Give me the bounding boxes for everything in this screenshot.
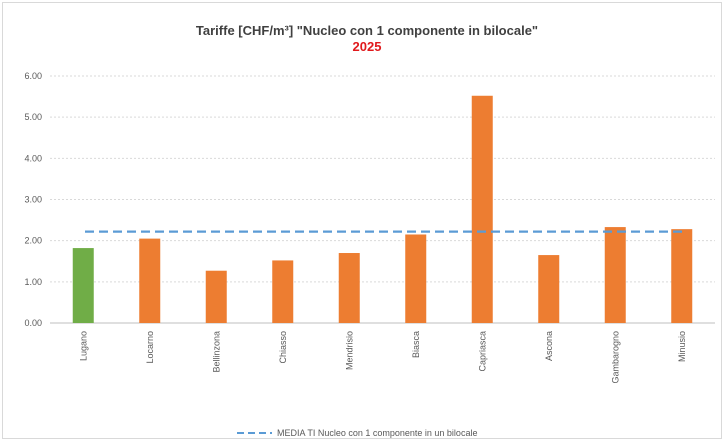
- bar-mendrisio: [338, 253, 360, 323]
- x-tick-label: Capriasca: [477, 331, 487, 372]
- y-tick-label: 5.00: [24, 112, 42, 122]
- bars: [72, 95, 693, 323]
- bar-bellinzona: [205, 270, 227, 323]
- bar-gambarogno: [604, 227, 626, 323]
- chart-subtitle: 2025: [353, 39, 382, 54]
- grid-lines: [50, 75, 715, 324]
- y-tick-label: 3.00: [24, 195, 42, 205]
- bar-minusio: [671, 229, 693, 323]
- x-tick-label: Mendrisio: [344, 331, 354, 370]
- x-tick-label: Biasca: [411, 331, 421, 358]
- x-tick-label: Minusio: [677, 331, 687, 362]
- x-tick-label: Gambarogno: [610, 331, 620, 384]
- bar-ascona: [538, 255, 560, 323]
- x-tick-label: Locarno: [145, 331, 155, 364]
- bar-capriasca: [471, 95, 493, 323]
- y-tick-label: 6.00: [24, 71, 42, 81]
- bar-biasca: [405, 234, 427, 323]
- y-tick-label: 2.00: [24, 236, 42, 246]
- bar-lugano: [72, 248, 94, 323]
- bar-chiasso: [272, 260, 294, 323]
- y-tick-label: 0.00: [24, 318, 42, 328]
- y-tick-label: 4.00: [24, 153, 42, 163]
- x-tick-label: Ascona: [544, 331, 554, 361]
- x-tick-label: Lugano: [78, 331, 88, 361]
- x-tick-label: Chiasso: [278, 331, 288, 364]
- y-axis-ticks: 0.00 1.00 2.00 3.00 4.00 5.00 6.00: [24, 71, 42, 328]
- bar-locarno: [139, 238, 161, 323]
- legend-label: MEDIA TI Nucleo con 1 componente in un b…: [277, 428, 477, 438]
- chart-title: Tariffe [CHF/m³] "Nucleo con 1 component…: [196, 23, 538, 38]
- y-tick-label: 1.00: [24, 277, 42, 287]
- legend: MEDIA TI Nucleo con 1 componente in un b…: [237, 428, 477, 438]
- chart-frame: [2, 2, 722, 439]
- x-tick-label: Bellinzona: [211, 331, 221, 373]
- x-axis-ticks: Lugano Locarno Bellinzona Chiasso Mendrisio B…: [78, 331, 687, 384]
